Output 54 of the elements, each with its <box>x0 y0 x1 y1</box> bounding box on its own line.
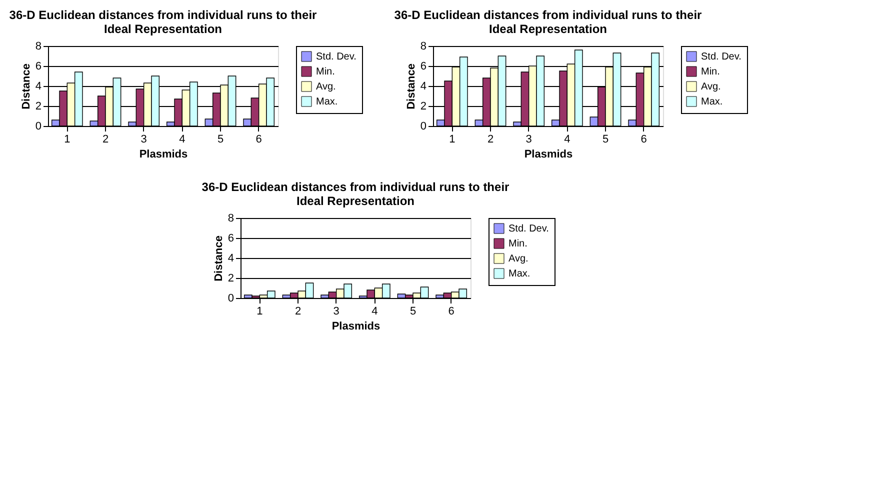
x-tick-label: 5 <box>217 134 224 146</box>
y-tick-label: 4 <box>35 80 42 92</box>
x-tick-label: 3 <box>526 134 532 146</box>
x-tick-label: 4 <box>372 306 378 318</box>
legend-label: Std. Dev. <box>701 52 742 62</box>
chart-title: 36-D Euclidean distances from individual runs to their Ideal Representation <box>394 8 702 36</box>
x-axis-title: Plasmids <box>139 148 188 160</box>
legend-label: Min. <box>508 238 528 250</box>
chart-title: 36-D Euclidean distances from individual runs to their Ideal Representation <box>202 180 510 208</box>
x-tick-label: 6 <box>256 134 262 146</box>
legend-label: Max. <box>508 268 530 280</box>
y-tick-label: 8 <box>228 212 234 224</box>
y-tick-label: 6 <box>35 60 42 72</box>
x-tick-label: 2 <box>294 306 302 318</box>
x-tick-label: 5 <box>410 306 416 318</box>
x-tick-label: 3 <box>333 306 340 318</box>
legend-label: Max. <box>701 96 723 108</box>
y-tick-label: 0 <box>420 120 426 132</box>
legend-label: Avg. <box>701 82 721 92</box>
y-axis-title: Distance <box>20 64 32 110</box>
x-tick-label: 3 <box>140 134 147 146</box>
y-tick-label: 2 <box>420 100 426 112</box>
y-tick-label: 4 <box>228 252 234 264</box>
y-tick-label: 8 <box>35 40 42 52</box>
y-tick-label: 4 <box>420 80 426 92</box>
x-tick-label: 6 <box>640 134 647 146</box>
y-axis-title: Distance <box>405 64 418 110</box>
x-axis-title: Plasmids <box>524 148 573 160</box>
legend-label: Avg. <box>316 82 336 92</box>
legend-label: Std. Dev. <box>508 224 549 234</box>
x-axis-title: Plasmids <box>332 320 380 332</box>
x-tick-label: 2 <box>487 134 494 146</box>
x-tick-label: 1 <box>449 134 456 146</box>
legend-label: Std. Dev. <box>316 52 356 62</box>
legend-label: Min. <box>701 66 720 78</box>
y-tick-label: 2 <box>228 272 234 284</box>
x-tick-label: 6 <box>448 306 454 318</box>
legend-label: Min. <box>316 66 335 78</box>
legend-label: Max. <box>316 96 338 108</box>
x-tick-label: 4 <box>564 134 570 146</box>
y-tick-label: 0 <box>35 120 42 132</box>
x-tick-label: 5 <box>602 134 609 146</box>
y-tick-label: 0 <box>228 292 234 304</box>
chart-title: 36-D Euclidean distances from individual runs to their Ideal Representation <box>9 8 318 36</box>
legend-label: Avg. <box>508 254 528 264</box>
x-tick-label: 2 <box>102 134 109 146</box>
y-tick-label: 2 <box>35 100 42 112</box>
y-tick-label: 6 <box>228 232 234 244</box>
y-tick-label: 6 <box>420 60 426 72</box>
x-tick-label: 1 <box>256 306 263 318</box>
x-tick-label: 4 <box>179 134 186 146</box>
y-axis-title: Distance <box>212 236 225 282</box>
x-tick-label: 1 <box>64 134 70 146</box>
y-tick-label: 8 <box>420 40 426 52</box>
